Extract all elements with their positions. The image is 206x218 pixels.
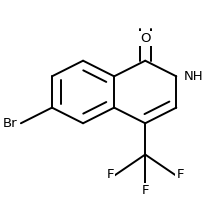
Text: NH: NH [184,70,204,83]
Text: F: F [176,168,184,181]
Text: F: F [142,184,149,197]
Text: Br: Br [2,117,17,130]
Text: O: O [140,32,150,45]
Text: F: F [107,168,114,181]
